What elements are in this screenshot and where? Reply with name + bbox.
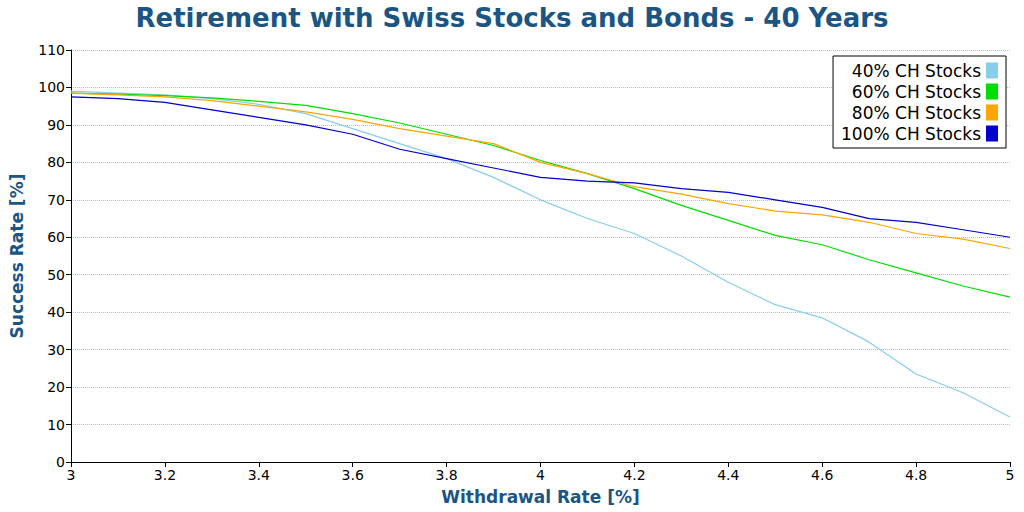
- svg-text:70: 70: [47, 192, 65, 208]
- svg-text:40: 40: [47, 304, 65, 320]
- svg-text:50: 50: [47, 267, 65, 283]
- svg-text:10: 10: [47, 417, 65, 433]
- svg-text:3.4: 3.4: [248, 467, 270, 483]
- svg-text:3.6: 3.6: [342, 467, 364, 483]
- svg-text:20: 20: [47, 379, 65, 395]
- svg-text:4.6: 4.6: [811, 467, 833, 483]
- svg-text:30: 30: [47, 342, 65, 358]
- svg-text:80: 80: [47, 154, 65, 170]
- svg-text:100% CH Stocks: 100% CH Stocks: [841, 124, 981, 144]
- svg-text:80% CH Stocks: 80% CH Stocks: [852, 103, 981, 123]
- svg-text:4.2: 4.2: [623, 467, 645, 483]
- svg-text:0: 0: [56, 454, 65, 470]
- svg-text:Withdrawal Rate [%]: Withdrawal Rate [%]: [441, 487, 639, 507]
- svg-text:Retirement with Swiss Stocks a: Retirement with Swiss Stocks and Bonds -…: [135, 3, 888, 33]
- svg-text:3.8: 3.8: [435, 467, 457, 483]
- svg-text:40% CH Stocks: 40% CH Stocks: [852, 61, 981, 81]
- svg-text:110: 110: [38, 42, 65, 58]
- svg-text:60: 60: [47, 229, 65, 245]
- svg-text:5: 5: [1006, 467, 1015, 483]
- svg-text:3: 3: [67, 467, 76, 483]
- svg-text:3.2: 3.2: [154, 467, 176, 483]
- svg-text:4.4: 4.4: [717, 467, 739, 483]
- svg-text:4: 4: [536, 467, 545, 483]
- svg-text:Success Rate [%]: Success Rate [%]: [7, 174, 27, 339]
- svg-text:90: 90: [47, 117, 65, 133]
- svg-text:100: 100: [38, 79, 65, 95]
- svg-text:60% CH Stocks: 60% CH Stocks: [852, 82, 981, 102]
- svg-text:4.8: 4.8: [905, 467, 927, 483]
